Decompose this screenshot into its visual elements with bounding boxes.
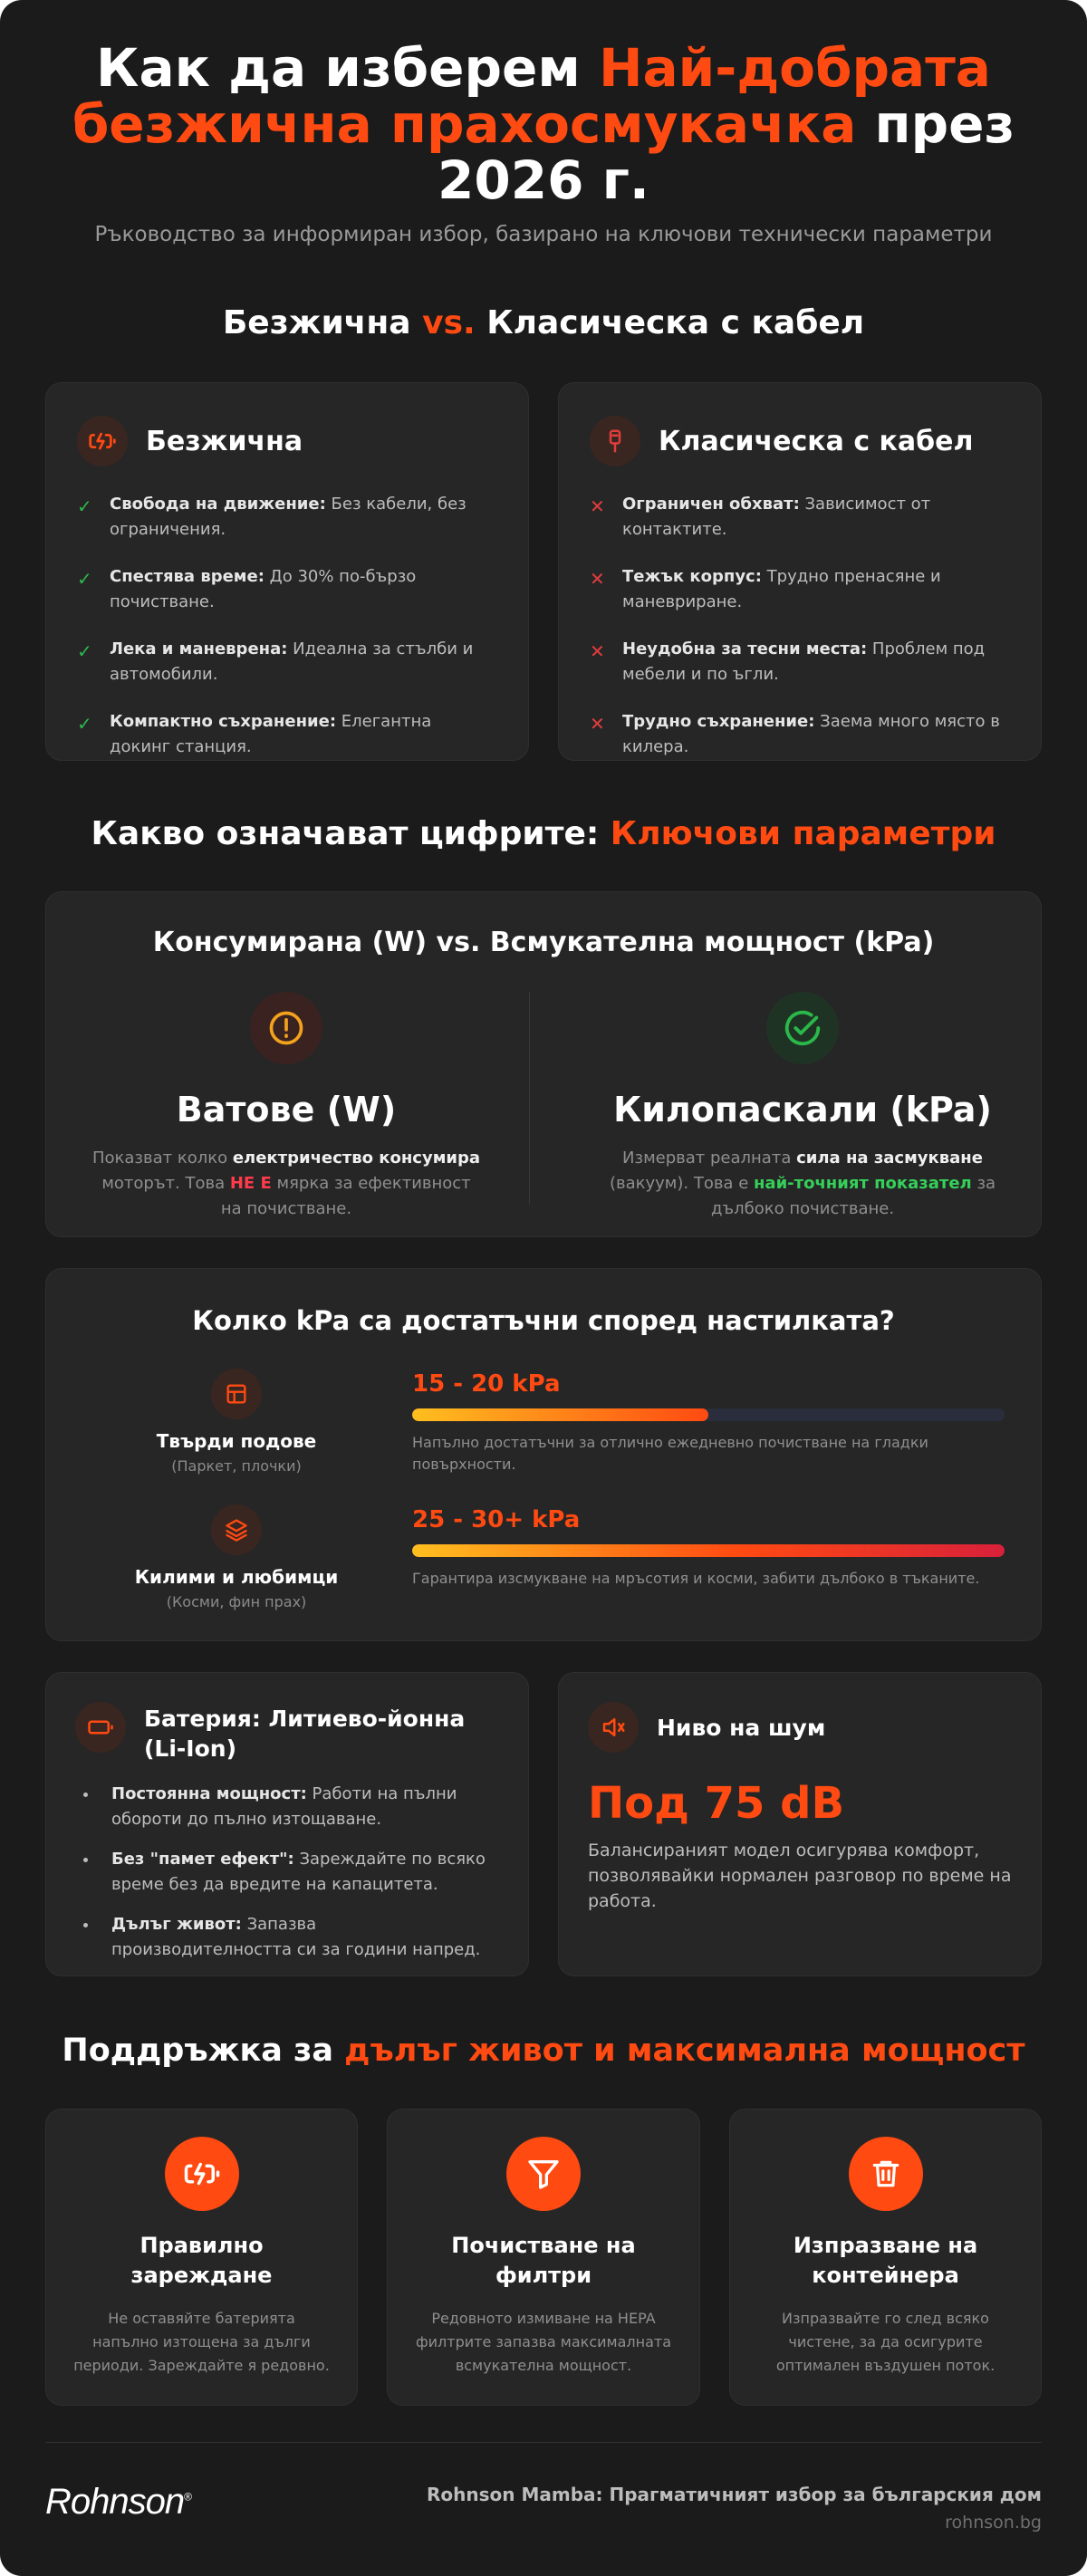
corded-cons-list: ✕ Ограничен обхват: Зависимост от контакт… [590, 492, 1010, 760]
noise-card: Ниво на шум Под 75 dB Балансираният моде… [558, 1672, 1042, 1976]
kpa-column: Килопаскали (kPa) Измерват реалната сила… [563, 992, 1043, 1222]
list-item: ✓ Спестява време: До 30% по-бързо почиств… [77, 564, 497, 615]
kpa-description: Измерват реалната сила на засмукване (ва… [609, 1149, 996, 1218]
maintenance-title: Изпразване на контейнера [793, 2233, 978, 2288]
check-icon: ✓ [77, 495, 92, 517]
layout-icon [211, 1369, 262, 1419]
maintenance-card-charging: Правилно зареждане Не оставяйте батерият… [45, 2109, 358, 2406]
battery-list: Постоянна мощност: Работи на пълни оборо… [99, 1782, 499, 1963]
floor-card: Колко kPa са достатъчни според настилкат… [45, 1268, 1042, 1641]
watts-column: Ватове (W) Показват колко електричество … [46, 992, 526, 1222]
cordless-card: Безжична ✓ Свобода на движение: Без кабел… [45, 382, 529, 761]
cross-icon: ✕ [590, 713, 605, 735]
title-highlight: Най-добрата безжична прахосмукачка [72, 37, 991, 155]
column-divider [529, 992, 530, 1205]
floor-description: Напълно достатъчни за отлично ежедневно … [412, 1434, 928, 1473]
trash-icon [848, 2137, 923, 2211]
check-icon: ✓ [77, 640, 92, 662]
plug-icon [590, 416, 640, 466]
check-circle-icon [766, 992, 839, 1064]
corded-card: Класическа с кабел ✕ Ограничен обхват: За… [558, 382, 1042, 761]
kpa-title: Килопаскали (kPa) [613, 1090, 992, 1129]
cross-icon: ✕ [590, 640, 605, 662]
battery-charging-icon [77, 416, 128, 466]
list-item: ✕ Ограничен обхват: Зависимост от контакт… [590, 492, 1010, 543]
kpa-range: 25 - 30+ kPa [412, 1506, 581, 1533]
watts-title: Ватове (W) [176, 1090, 397, 1129]
floor-name: Твърди подове [156, 1430, 317, 1452]
footer-divider [45, 2442, 1042, 2443]
volume-mute-icon [588, 1702, 639, 1753]
list-item: ✓ Лека и маневрена: Идеална за стълби и а… [77, 637, 497, 687]
list-item: ✕ Трудно съхранение: Заема много място в … [590, 709, 1010, 760]
list-item: Постоянна мощност: Работи на пълни оборо… [99, 1782, 499, 1832]
cordless-pros-list: ✓ Свобода на движение: Без кабели, без ог… [77, 492, 497, 760]
list-item: ✕ Тежък корпус: Трудно пренасяне и маневр… [590, 564, 1010, 615]
floor-description: Гарантира изсмукване на мръсотия и косми… [412, 1570, 980, 1587]
battery-title: Батерия: Литиево-йонна (Li-Ion) [144, 1706, 466, 1762]
maintenance-card-filters: Почистване на филтри Редовното измиване … [387, 2109, 700, 2406]
list-item: ✓ Компактно съхранение: Елегантна докинг … [77, 709, 497, 760]
maintenance-description: Изпразвайте го след всяко чистене, за да… [775, 2310, 996, 2374]
kpa-range: 15 - 20 kPa [412, 1370, 561, 1398]
kpa-bar-track [412, 1544, 1005, 1557]
filter-icon [506, 2137, 581, 2211]
power-card: Консумирана (W) vs. Всмукателна мощност … [45, 891, 1042, 1237]
maintenance-title: Почистване на филтри [451, 2233, 636, 2288]
page-title: Как да изберем Най-добрата безжична прах… [72, 37, 1015, 211]
check-icon: ✓ [77, 713, 92, 735]
brand-logo: Rohnson® [45, 2482, 192, 2522]
maintenance-description: Редовното измиване на HEPA филтрите запа… [415, 2310, 672, 2374]
check-icon: ✓ [77, 568, 92, 590]
cross-icon: ✕ [590, 568, 605, 590]
kpa-bar-track [412, 1408, 1005, 1421]
floor-note: (Косми, фин прах) [166, 1593, 307, 1610]
footer-tagline: Rohnson Mamba: Прагматичният избор за бъ… [427, 2484, 1042, 2505]
power-card-title: Консумирана (W) vs. Всмукателна мощност … [152, 927, 935, 958]
floor-name: Килими и любимци [134, 1566, 339, 1588]
maintenance-title: Правилно зареждане [130, 2233, 273, 2288]
footer-url[interactable]: rohnson.bg [945, 2513, 1042, 2533]
noise-description: Балансираният модел осигурява комфорт, п… [588, 1841, 1012, 1911]
battery-icon [75, 1702, 126, 1753]
maintenance-heading: Поддръжка за дълъг живот и максимална мо… [62, 2033, 1025, 2069]
maintenance-description: Не оставяйте батерията напълно изтощена … [73, 2310, 330, 2374]
alert-circle-icon [250, 992, 322, 1064]
floor-card-title: Колко kPa са достатъчни според настилкат… [192, 1305, 895, 1336]
noise-value: Под 75 dB [588, 1778, 845, 1829]
kpa-bar-fill [412, 1544, 1005, 1557]
noise-title: Ниво на шум [657, 1714, 826, 1741]
list-item: ✓ Свобода на движение: Без кабели, без ог… [77, 492, 497, 543]
list-item: ✕ Неудобна за тесни места: Проблем под ме… [590, 637, 1010, 687]
layers-icon [211, 1504, 262, 1555]
list-item: Дълъг живот: Запазва производителността … [99, 1912, 499, 1963]
list-item: Без "памет ефект": Зареждайте по всяко в… [99, 1847, 499, 1898]
kpa-bar-fill [412, 1408, 708, 1421]
battery-charging-icon [164, 2137, 239, 2211]
floor-note: (Паркет, плочки) [171, 1457, 302, 1475]
parameters-heading: Какво означават цифрите: Ключови парамет… [91, 815, 996, 852]
maintenance-card-container: Изпразване на контейнера Изпразвайте го … [729, 2109, 1042, 2406]
comparison-heading: Безжична vs. Класическа с кабел [222, 304, 865, 341]
page-subtitle: Ръководство за информиран избор, базиран… [94, 223, 993, 246]
battery-card: Батерия: Литиево-йонна (Li-Ion) Постоянн… [45, 1672, 529, 1976]
corded-title: Класическа с кабел [659, 425, 974, 457]
cross-icon: ✕ [590, 495, 605, 517]
watts-description: Показват колко електричество консумира м… [91, 1149, 481, 1218]
cordless-title: Безжична [146, 425, 303, 457]
